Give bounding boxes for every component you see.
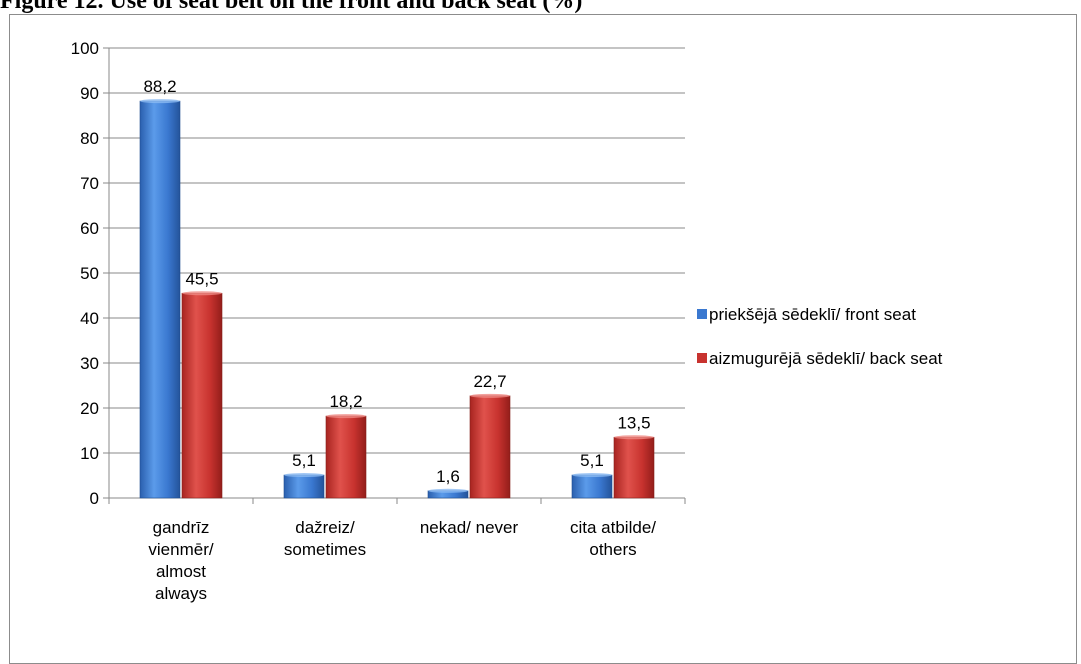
legend-label-back-seat: aizmugurējā sēdeklī/ back seat [709,349,943,368]
data-labels: 88,2 5,1 1,6 5,1 45,5 18,2 22,7 13,5 [143,77,650,486]
category-label: others [589,540,636,559]
data-label: 45,5 [185,269,218,288]
category-label: sometimes [284,540,366,559]
legend: priekšējā sēdeklī/ front seat aizmugurējā… [697,305,943,368]
legend-swatch-front-seat [697,309,707,319]
bar-back-seat [181,292,223,499]
y-tick-label: 70 [80,174,99,193]
y-tick-label: 60 [80,219,99,238]
category-label: vienmēr/ [148,540,213,559]
bar-front-seat-cap [428,488,468,493]
bar-back-seat-cap [614,435,654,440]
bar-back-seat-cap [182,291,222,296]
y-tick-label: 50 [80,264,99,283]
y-tick-label: 100 [71,39,99,58]
data-label: 18,2 [329,392,362,411]
bar-front-seat [139,100,181,499]
y-tick-label: 90 [80,84,99,103]
data-label: 88,2 [143,77,176,96]
category-labels: gandrīz vienmēr/almost always dažreiz/somet… [148,518,656,603]
bar-front-seat-cap [572,473,612,478]
category-label: always [155,584,207,603]
bar-back-seat-cap [326,414,366,419]
bar-chart: 0 10 20 30 40 50 60 70 80 90 100 88,2 5,1 1,6 5,1 45,5… [71,39,943,603]
y-tick-label: 80 [80,129,99,148]
category-label: gandrīz [153,518,210,537]
data-label: 1,6 [436,467,460,486]
y-tick-label: 10 [80,444,99,463]
y-tick-label: 0 [90,489,99,508]
legend-label-front-seat: priekšējā sēdeklī/ front seat [709,305,916,324]
chart-frame: 0 10 20 30 40 50 60 70 80 90 100 88,2 5,1 1,6 5,1 45,5… [9,14,1077,664]
data-label: 22,7 [473,372,506,391]
y-tick-label: 30 [80,354,99,373]
data-label: 13,5 [617,413,650,432]
y-tick-label: 40 [80,309,99,328]
data-label: 5,1 [580,451,604,470]
bar-front-seat [571,474,613,499]
bar-front-seat-cap [140,99,180,104]
data-label: 5,1 [292,451,316,470]
category-label: dažreiz/ [295,518,355,537]
bar-back-seat-cap [470,393,510,398]
category-label: nekad/ never [420,518,519,537]
legend-swatch-back-seat [697,353,707,363]
y-tick-label: 20 [80,399,99,418]
bar-front-seat-cap [284,473,324,478]
figure-title: Figure 12. Use of seat belt on the front… [0,0,583,14]
axes: 0 10 20 30 40 50 60 70 80 90 100 [71,39,686,508]
bar-front-seat [283,474,325,499]
category-label: almost [156,562,206,581]
bar-back-seat [325,415,367,499]
category-label: cita atbilde/ [570,518,656,537]
bars [139,99,655,499]
bar-back-seat [469,395,511,499]
bar-back-seat [613,436,655,499]
